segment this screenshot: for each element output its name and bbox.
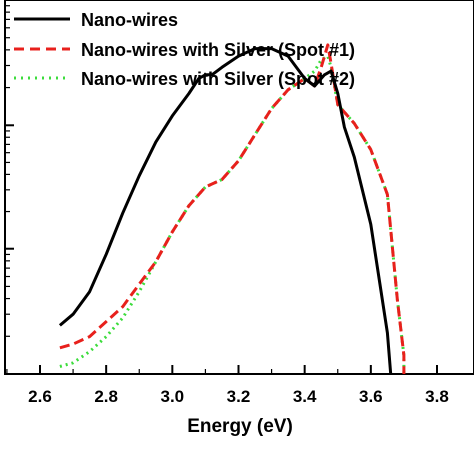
y-axis-ticks [5,5,14,337]
legend-label-spot-2: Nano-wires with Silver (Spot #2) [81,69,355,89]
series-line-spot-2 [59,54,406,374]
x-axis-ticks [6,365,438,374]
x-tick-label: 3.6 [359,387,383,406]
series-line-spot-1 [59,43,406,374]
x-tick-label: 2.6 [28,387,52,406]
legend-label-nano-wires: Nano-wires [81,10,178,30]
x-tick-label: 2.8 [94,387,118,406]
legend: Nano-wires Nano-wires with Silver (Spot … [14,10,355,89]
x-tick-label: 3.0 [161,387,185,406]
x-axis-tick-labels: 2.6 2.8 3.0 3.2 3.4 3.6 3.8 [28,387,449,406]
series-line-nano-wires [58,47,393,375]
x-tick-label: 3.8 [425,387,449,406]
x-tick-label: 3.4 [293,387,317,406]
x-axis-title: Energy (eV) [187,416,293,437]
x-tick-label: 3.2 [227,387,251,406]
legend-label-spot-1: Nano-wires with Silver (Spot #1) [81,40,355,60]
series-lines [58,43,406,375]
